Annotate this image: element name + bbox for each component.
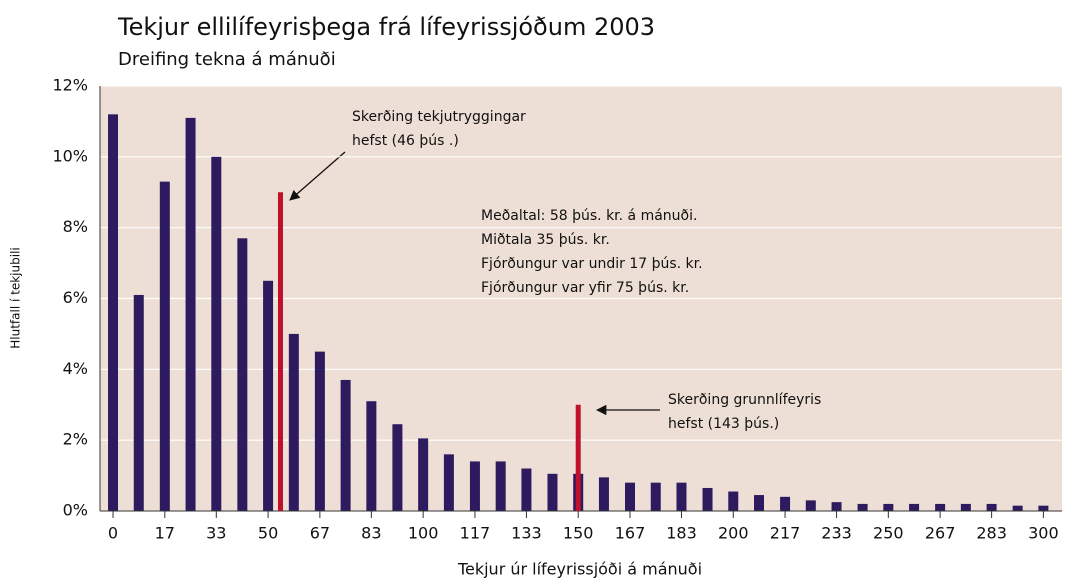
bar xyxy=(108,114,119,511)
x-tick-label: 233 xyxy=(821,524,852,543)
reference-marker xyxy=(277,192,283,511)
annotation: Fjórðungur var yfir 75 þús. kr. xyxy=(481,280,689,296)
bar xyxy=(547,473,558,511)
x-tick-label: 33 xyxy=(206,524,226,543)
x-tick-label: 217 xyxy=(770,524,801,543)
bar xyxy=(935,503,946,511)
bar xyxy=(521,468,532,511)
bar xyxy=(598,477,609,511)
y-tick-label: 8% xyxy=(63,217,88,236)
x-tick-label: 283 xyxy=(976,524,1007,543)
bar xyxy=(495,461,506,511)
bar xyxy=(237,238,248,511)
bar xyxy=(392,424,403,511)
bar xyxy=(986,503,997,511)
bar xyxy=(702,487,713,511)
y-tick-label: 2% xyxy=(63,430,88,449)
bar xyxy=(624,482,635,511)
arrow xyxy=(289,151,346,201)
bar xyxy=(1012,505,1023,511)
x-tick-label: 200 xyxy=(718,524,749,543)
y-tick-label: 0% xyxy=(63,501,88,520)
x-tick-label: 117 xyxy=(460,524,491,543)
reference-marker xyxy=(575,404,581,511)
x-tick-label: 150 xyxy=(563,524,594,543)
x-tick-label: 50 xyxy=(258,524,278,543)
bar xyxy=(857,503,868,511)
annotation: Miðtala 35 þús. kr. xyxy=(481,232,610,248)
x-tick-label: 167 xyxy=(615,524,646,543)
bar xyxy=(1038,505,1049,511)
y-tick-label: 6% xyxy=(63,288,88,307)
bar xyxy=(185,117,196,511)
bar xyxy=(780,496,791,511)
x-tick-label: 183 xyxy=(666,524,697,543)
x-tick-label: 250 xyxy=(873,524,904,543)
x-tick-label: 133 xyxy=(511,524,542,543)
bar xyxy=(909,503,920,511)
x-tick-label: 300 xyxy=(1028,524,1059,543)
bar xyxy=(366,401,377,511)
bar xyxy=(650,482,661,511)
bar xyxy=(443,454,454,511)
bar xyxy=(211,156,222,512)
x-tick-label: 83 xyxy=(361,524,381,543)
bar xyxy=(340,379,351,511)
bar xyxy=(288,333,299,511)
y-tick-label: 4% xyxy=(63,359,88,378)
bar xyxy=(805,500,816,511)
bar xyxy=(728,491,739,511)
x-tick-label: 17 xyxy=(155,524,175,543)
chart-subtitle: Dreifing tekna á mánuði xyxy=(118,49,336,70)
bar xyxy=(831,502,842,511)
x-axis-label: Tekjur úr lífeyrissjóði á mánuði xyxy=(457,560,702,579)
x-tick-label: 100 xyxy=(408,524,439,543)
bar xyxy=(314,351,325,511)
bar xyxy=(469,461,480,511)
annotation: hefst (46 þús .) xyxy=(352,133,459,149)
x-tick-label: 267 xyxy=(925,524,956,543)
bar xyxy=(159,181,170,511)
annotation: hefst (143 þús.) xyxy=(668,416,779,432)
bar xyxy=(133,294,144,511)
chart-title: Tekjur ellilífeyrisþega frá lífeyrissjóð… xyxy=(117,13,655,41)
bar xyxy=(676,482,687,511)
bar xyxy=(418,438,429,511)
bar xyxy=(754,495,765,511)
bar xyxy=(883,503,894,511)
annotation: Skerðing tekjutryggingar xyxy=(352,109,526,125)
bar xyxy=(960,503,971,511)
annotation: Skerðing grunnlífeyris xyxy=(668,392,821,408)
y-axis-label: Hlutfall í tekjubili xyxy=(9,247,23,348)
annotation: Fjórðungur var undir 17 þús. kr. xyxy=(481,256,703,272)
bar xyxy=(263,280,274,511)
annotation: Meðaltal: 58 þús. kr. á mánuði. xyxy=(481,208,697,224)
x-tick-label: 67 xyxy=(310,524,330,543)
y-tick-label: 12% xyxy=(52,76,88,95)
y-tick-label: 10% xyxy=(52,146,88,165)
x-tick-label: 0 xyxy=(108,524,118,543)
